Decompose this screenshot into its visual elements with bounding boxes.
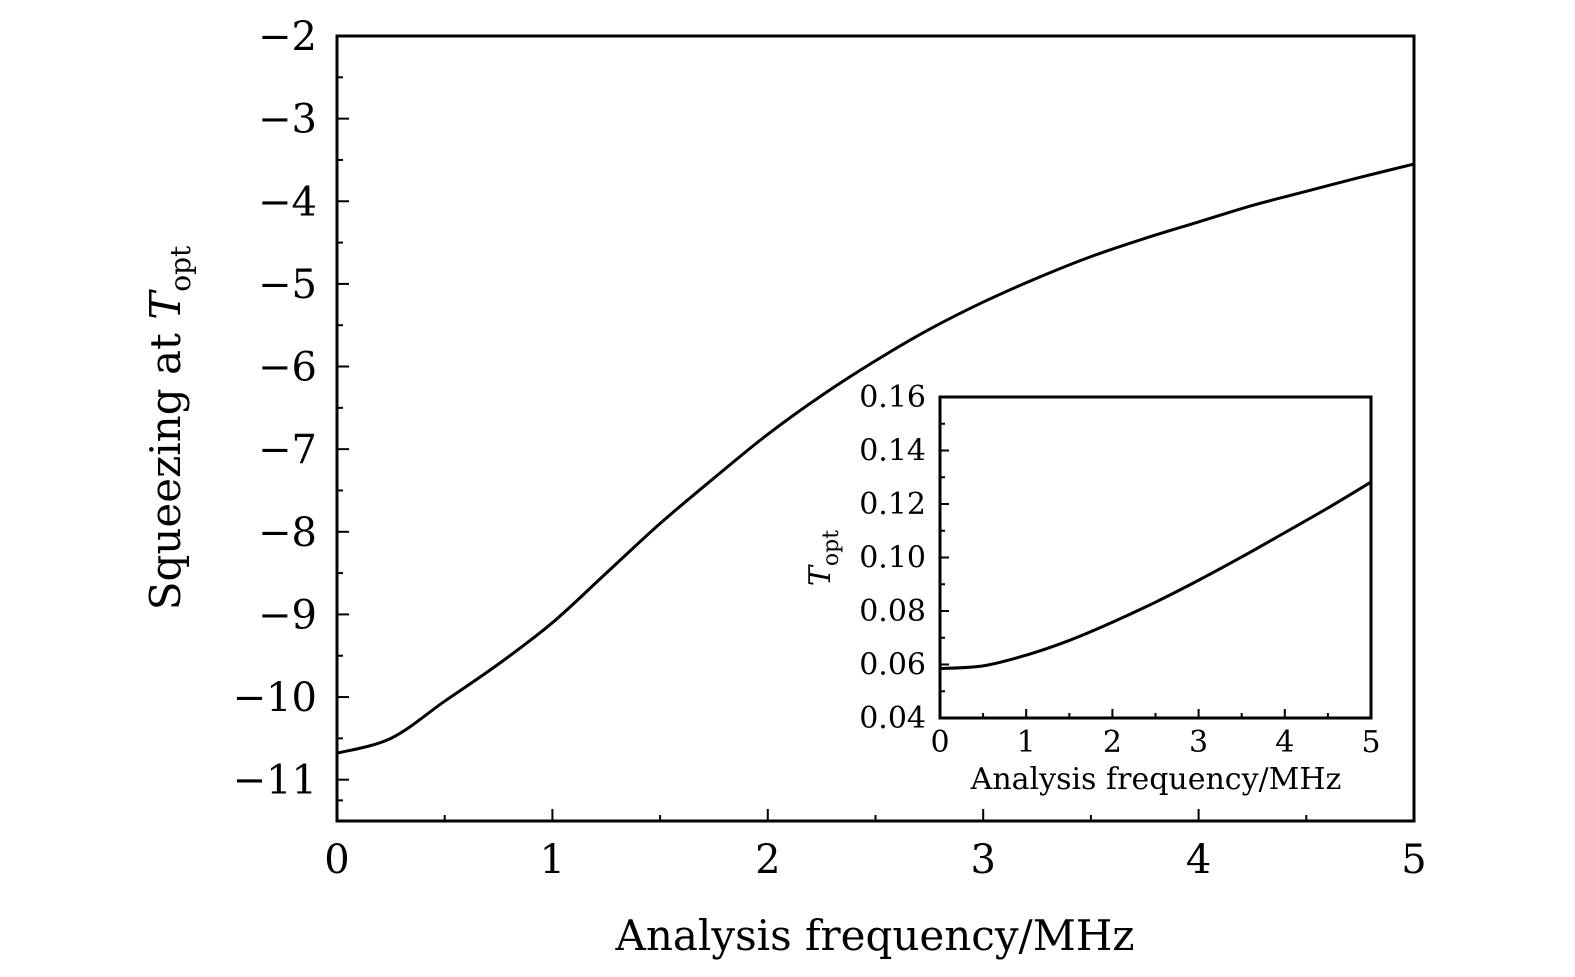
inset-y-tick-label: 0.10 — [859, 541, 926, 576]
inset-y-tick-label: 0.16 — [859, 380, 926, 415]
main-x-tick-label: 3 — [970, 837, 995, 883]
inset-x-tick-label: 0 — [930, 725, 949, 760]
main-x-tick-label: 1 — [540, 837, 565, 883]
inset-y-tick-label: 0.14 — [859, 434, 926, 469]
main-x-axis-label: Analysis frequency/MHz — [615, 911, 1135, 960]
inset-y-tick-label: 0.12 — [859, 487, 926, 522]
main-y-tick-label: −9 — [258, 592, 317, 638]
main-y-axis-label: Squeezing at Topt — [141, 245, 197, 610]
inset-x-axis-label: Analysis frequency/MHz — [970, 762, 1342, 797]
main-x-tick-labels: 0 1 2 3 4 5 — [324, 837, 1426, 883]
main-ticks — [336, 35, 1415, 821]
inset-series-line — [939, 480, 1372, 671]
main-y-axis-label-symbol: T — [141, 289, 190, 320]
main-chart: 0 1 2 3 4 5 −2 −3 −4 −5 −6 −7 −8 −9 −10 −11 Analysis f… — [141, 14, 1427, 960]
inset-y-axis-label: Topt — [803, 530, 844, 586]
main-y-tick-label: −10 — [233, 675, 317, 721]
main-y-tick-label: −11 — [233, 758, 317, 804]
main-x-tick-label: 5 — [1401, 837, 1426, 883]
inset-y-tick-labels: 0.04 0.06 0.08 0.10 0.12 0.14 0.16 — [859, 380, 926, 736]
inset-x-tick-label: 1 — [1017, 725, 1036, 760]
main-x-tick-label: 2 — [755, 837, 780, 883]
main-y-tick-label: −5 — [258, 262, 317, 308]
inset-x-tick-label: 4 — [1275, 725, 1294, 760]
main-x-tick-label: 0 — [324, 837, 349, 883]
inset-x-tick-label: 2 — [1103, 725, 1122, 760]
inset-chart: 0 1 2 3 4 5 0.04 0.06 0.08 0.10 0.12 0.14 0.16 Anal… — [803, 380, 1381, 797]
inset-y-tick-label: 0.04 — [859, 701, 926, 736]
main-y-tick-labels: −2 −3 −4 −5 −6 −7 −8 −9 −10 −11 — [233, 14, 317, 804]
inset-x-tick-label: 5 — [1361, 725, 1380, 760]
main-y-tick-label: −7 — [258, 427, 317, 473]
main-y-tick-label: −8 — [258, 510, 317, 556]
inset-x-tick-labels: 0 1 2 3 4 5 — [930, 725, 1380, 760]
main-y-tick-label: −3 — [258, 97, 317, 143]
main-x-tick-label: 4 — [1186, 837, 1211, 883]
inset-ticks — [939, 396, 1372, 719]
inset-y-axis-label-symbol: T — [803, 564, 838, 586]
inset-y-axis-label-subscript: opt — [819, 530, 844, 566]
main-y-axis-label-subscript: opt — [164, 245, 197, 292]
inset-x-tick-label: 3 — [1189, 725, 1208, 760]
inset-background — [940, 397, 1371, 718]
inset-y-tick-label: 0.06 — [859, 648, 926, 683]
main-y-tick-label: −6 — [258, 345, 317, 391]
main-y-tick-label: −4 — [258, 179, 317, 225]
main-y-axis-label-text: Squeezing at — [141, 320, 190, 611]
main-y-tick-label: −2 — [258, 14, 317, 60]
main-series-line — [336, 162, 1415, 755]
inset-y-tick-label: 0.08 — [859, 594, 926, 629]
